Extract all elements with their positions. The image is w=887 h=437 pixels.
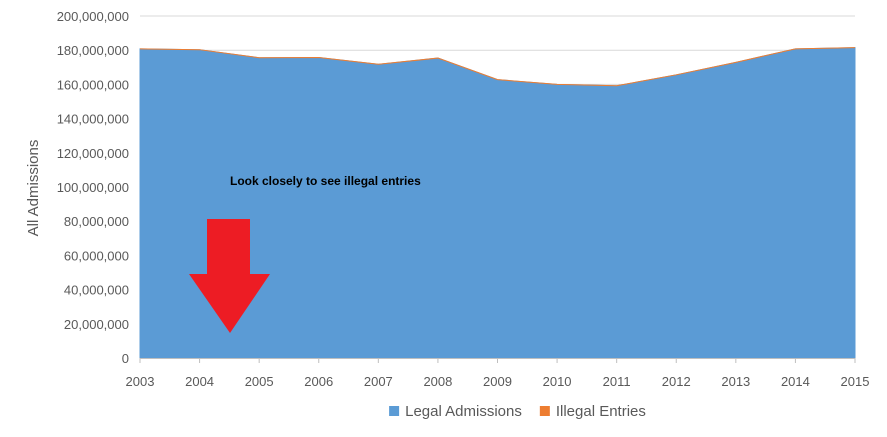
y-tick-label: 180,000,000 [57,43,129,58]
area-series [139,47,856,359]
x-tick-label: 2010 [543,374,572,389]
x-tick-label: 2008 [423,374,452,389]
x-tick-label: 2014 [781,374,810,389]
y-tick-label: 120,000,000 [57,146,129,161]
y-tick-label: 100,000,000 [57,180,129,195]
legend: Legal Admissions Illegal Entries [389,403,646,420]
down-arrow-icon [189,219,270,333]
legend-label: Illegal Entries [556,403,646,420]
y-tick-label: 60,000,000 [64,248,129,263]
x-tick-label: 2006 [304,374,333,389]
y-tick-label: 140,000,000 [57,112,129,127]
x-tick-label: 2011 [603,374,631,389]
y-tick-label: 80,000,000 [64,214,129,229]
legend-swatch [389,406,400,416]
legend-label: Legal Admissions [405,403,522,420]
x-axis: 2003 2004 2005 2006 2007 2008 2009 2010 2011 2012… [126,358,870,389]
area-illegal-entries [139,47,856,87]
y-tick-label: 0 [122,351,129,366]
x-tick-label: 2004 [185,374,214,389]
x-tick-label: 2007 [364,374,393,389]
y-tick-label: 200,000,000 [57,9,129,24]
y-tick-label: 160,000,000 [57,77,129,92]
y-tick-label: 40,000,000 [64,283,129,298]
x-tick-label: 2013 [721,374,750,389]
x-tick-label: 2003 [126,374,155,389]
x-tick-label: 2015 [841,374,870,389]
x-tick-label: 2012 [662,374,691,389]
y-axis-tick-labels: 0 20,000,000 40,000,000 60,000,000 80,000,00… [57,9,129,366]
y-axis-title: All Admissions [25,140,42,237]
x-tick-label: 2005 [245,374,274,389]
x-tick-label: 2009 [483,374,512,389]
annotation-text: Look closely to see illegal entries [230,174,421,188]
y-tick-label: 20,000,000 [64,317,129,332]
area-legal-admissions [139,47,856,359]
legend-swatch [539,406,550,416]
